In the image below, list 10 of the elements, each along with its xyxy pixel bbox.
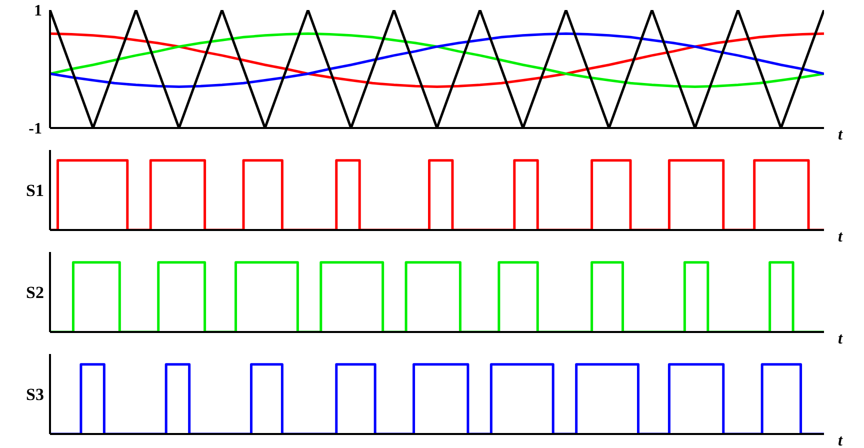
line-series [50,32,824,88]
x-axis-title: t [838,228,843,246]
y-axis-title: S3 [26,385,44,404]
y-axis-title: S2 [26,283,44,302]
x-axis-title: t [838,432,843,448]
y-axis-title: S1 [26,181,44,200]
x-axis-title: t [838,330,843,348]
y-tick-label: -1 [28,120,42,138]
x-axis-title: t [838,126,843,144]
y-tick-label: 1 [34,2,42,20]
